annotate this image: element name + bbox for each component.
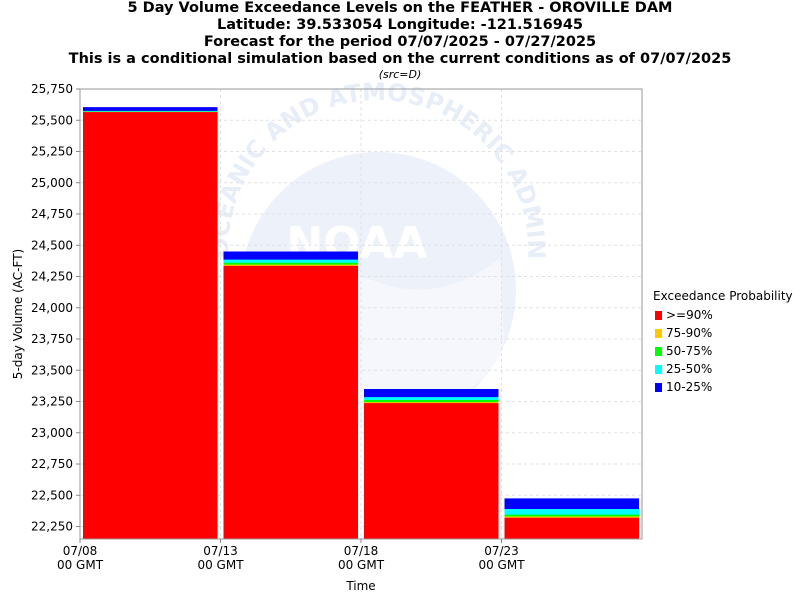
- legend-item: 25-50%: [653, 360, 793, 378]
- y-tick-label: 22,500: [31, 488, 73, 502]
- chart-subtitle-conditions: This is a conditional simulation based o…: [68, 51, 732, 67]
- legend-swatch: [655, 364, 662, 374]
- x-tick-label-time: 00 GMT: [197, 558, 244, 572]
- y-tick-label: 23,000: [31, 426, 73, 440]
- chart-source-note: (src=D): [378, 68, 422, 81]
- legend-swatch: [655, 382, 662, 392]
- legend-items: >=90% 75-90% 50-75% 25-50% 10-25%: [653, 306, 793, 396]
- legend-item: 10-25%: [653, 378, 793, 396]
- y-tick-label: 24,750: [31, 207, 73, 221]
- x-tick-label-time: 00 GMT: [338, 558, 385, 572]
- bar-segment: [504, 517, 639, 539]
- x-tick-label-date: 07/13: [203, 544, 238, 558]
- legend-item: >=90%: [653, 306, 793, 324]
- legend-label: 25-50%: [666, 362, 713, 376]
- chart-titles: 5 Day Volume Exceedance Levels on the FE…: [0, 0, 800, 81]
- legend: Exceedance Probability >=90% 75-90% 50-75%…: [653, 288, 793, 396]
- y-tick-label: 23,750: [31, 332, 73, 346]
- y-tick-label: 24,250: [31, 270, 73, 284]
- legend-label: 75-90%: [666, 326, 713, 340]
- bar-group: [83, 107, 639, 539]
- x-tick-label-time: 00 GMT: [57, 558, 104, 572]
- legend-label: 10-25%: [666, 380, 713, 394]
- y-tick-label: 24,500: [31, 238, 73, 252]
- x-tick-label-date: 07/23: [484, 544, 519, 558]
- x-tick-label-date: 07/18: [344, 544, 379, 558]
- legend-swatch: [655, 310, 662, 320]
- chart-subtitle-location: Latitude: 39.533054 Longitude: -121.5169…: [216, 17, 584, 33]
- legend-swatch: [655, 328, 662, 338]
- legend-label: >=90%: [666, 308, 713, 322]
- legend-title: Exceedance Probability: [653, 289, 793, 303]
- y-tick-label: 22,250: [31, 520, 73, 534]
- x-axis-label: Time: [345, 579, 375, 593]
- y-axis-label: 5-day Volume (AC-FT): [11, 249, 25, 379]
- x-tick-label-time: 00 GMT: [478, 558, 525, 572]
- bar-segment: [364, 403, 499, 539]
- y-tick-label: 25,000: [31, 176, 73, 190]
- chart-subtitle-period: Forecast for the period 07/07/2025 - 07/…: [203, 34, 597, 50]
- bar-segment: [223, 265, 358, 539]
- y-axis: 22,250 22,500 22,750 23,000 23,250 23,500 23,7…: [31, 82, 80, 534]
- y-tick-label: 25,250: [31, 145, 73, 159]
- legend-item: 50-75%: [653, 342, 793, 360]
- y-tick-label: 24,000: [31, 301, 73, 315]
- legend-item: 75-90%: [653, 324, 793, 342]
- legend-label: 50-75%: [666, 344, 713, 358]
- y-tick-label: 23,250: [31, 395, 73, 409]
- chart-title: 5 Day Volume Exceedance Levels on the FE…: [127, 0, 673, 16]
- y-tick-label: 25,750: [31, 82, 73, 96]
- y-tick-label: 25,500: [31, 113, 73, 127]
- x-tick-label-date: 07/08: [63, 544, 98, 558]
- bar-segment: [83, 112, 218, 539]
- legend-swatch: [655, 346, 662, 356]
- y-tick-label: 23,500: [31, 363, 73, 377]
- y-tick-label: 22,750: [31, 457, 73, 471]
